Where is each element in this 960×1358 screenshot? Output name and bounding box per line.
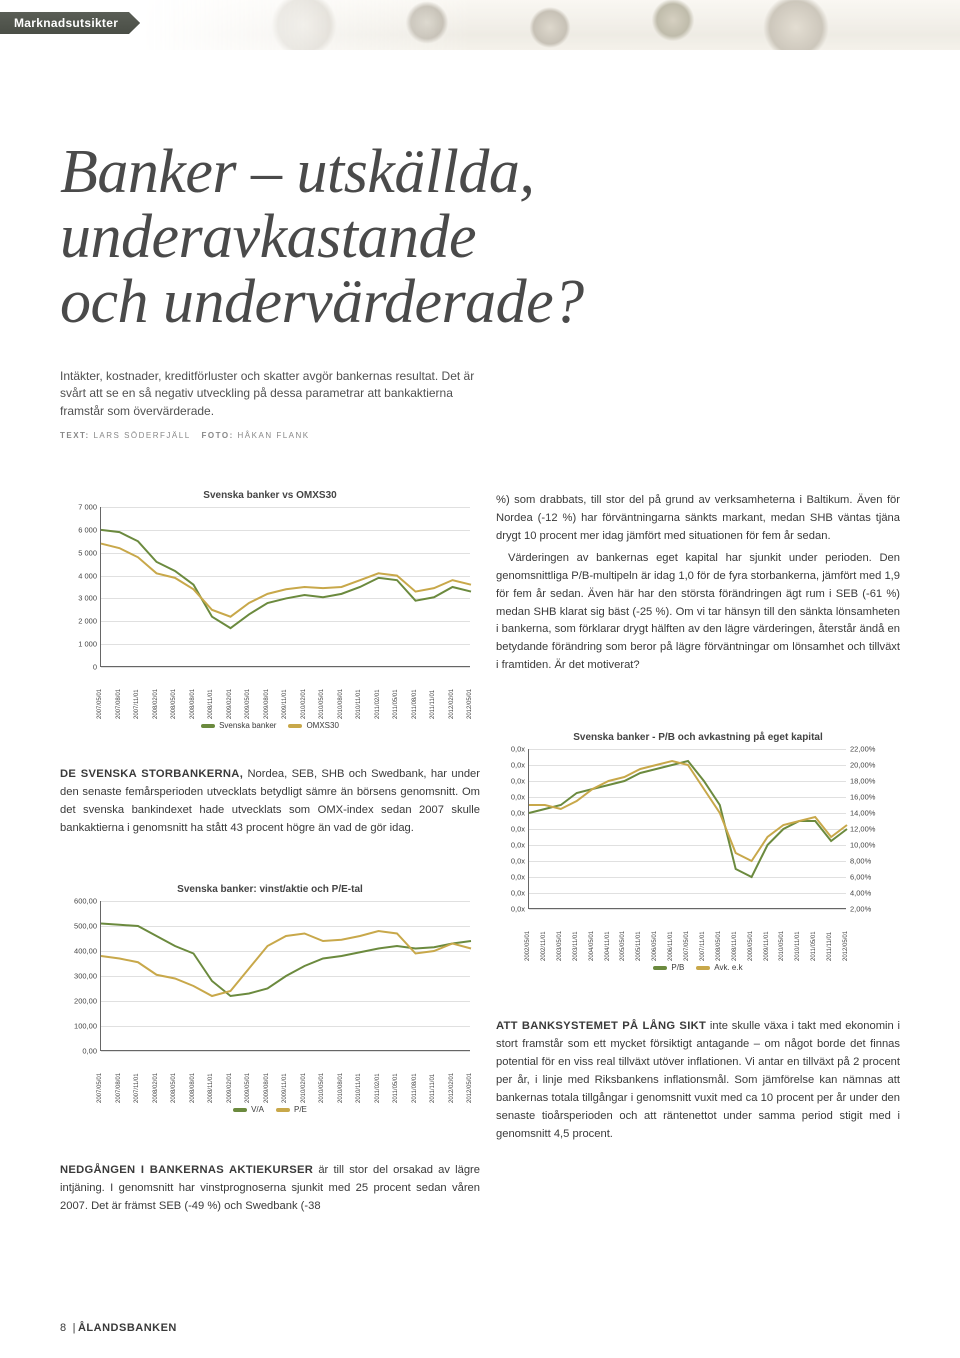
byline-photo-label: FOTO: [202,431,234,440]
chart-1: Svenska banker vs OMXS30 01 0002 0003 00… [60,490,480,730]
body-left-2-lead: NEDGÅNGEN I BANKERNAS AKTIEKURSER [60,1164,313,1176]
byline-photographer: HÅKAN FLANK [238,431,310,440]
chart-2-title: Svenska banker: vinst/aktie och P/E-tal [60,884,480,895]
chart-2-legend: V/AP/E [60,1105,480,1114]
body-left-2: NEDGÅNGEN I BANKERNAS AKTIEKURSER är til… [60,1162,480,1216]
byline: TEXT: LARS SÖDERFJÄLL FOTO: HÅKAN FLANK [60,430,480,442]
chart-1-legend: Svenska bankerOMXS30 [60,721,480,730]
header-decoration [140,0,960,50]
title-line-1: Banker – utskällda, [60,140,584,205]
title-line-2: underavkastande [60,205,584,270]
body-right-2-text: inte skulle växa i takt med ekonomin i s… [496,1020,900,1140]
byline-author: LARS SÖDERFJÄLL [93,431,190,440]
chart-3-legend: P/BAvk. e.k [496,963,900,972]
intro-block: Intäkter, kostnader, kreditförluster och… [60,368,480,442]
right-column-text: %) som drabbats, till stor del på grund … [496,492,900,679]
intro-text: Intäkter, kostnader, kreditförluster och… [60,368,480,420]
chart-1-title: Svenska banker vs OMXS30 [60,490,480,501]
title-line-3: och undervärderade? [60,270,584,335]
body-left-1: DE SVENSKA STORBANKERNA, Nordea, SEB, SH… [60,766,480,838]
byline-text-label: TEXT: [60,431,90,440]
right-para-2: Värderingen av bankernas eget kapital ha… [496,550,900,675]
chart-3-title: Svenska banker - P/B och avkastning på e… [496,732,900,743]
section-tag: Marknadsutsikter [0,12,140,34]
footer-brand: ÅLANDSBANKEN [78,1322,177,1334]
body-left-1-lead: DE SVENSKA STORBANKERNA, [60,768,243,780]
body-right-2: ATT BANKSYSTEMET PÅ LÅNG SIKT inte skull… [496,1018,900,1143]
right-para-1: %) som drabbats, till stor del på grund … [496,492,900,546]
article-title: Banker – utskällda, underavkastande och … [60,140,584,335]
chart-2: Svenska banker: vinst/aktie och P/E-tal … [60,884,480,1114]
body-right-2-lead: ATT BANKSYSTEMET PÅ LÅNG SIKT [496,1020,706,1032]
footer-page-number: 8 [60,1322,67,1334]
page-footer: 8|ÅLANDSBANKEN [60,1322,177,1334]
chart-3: Svenska banker - P/B och avkastning på e… [496,732,900,972]
